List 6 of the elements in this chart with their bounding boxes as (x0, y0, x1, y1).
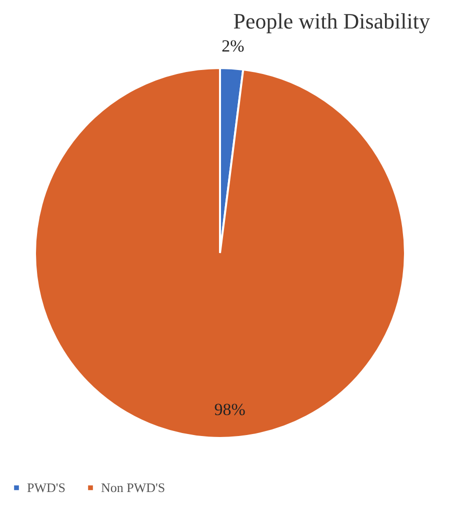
legend-label: Non PWD'S (101, 480, 166, 495)
chart-title: People with Disability (233, 8, 430, 34)
data-label: 98% (214, 400, 246, 419)
pie-slice (34, 67, 406, 439)
data-label: 2% (222, 36, 244, 56)
legend-label: PWD'S (27, 480, 66, 495)
